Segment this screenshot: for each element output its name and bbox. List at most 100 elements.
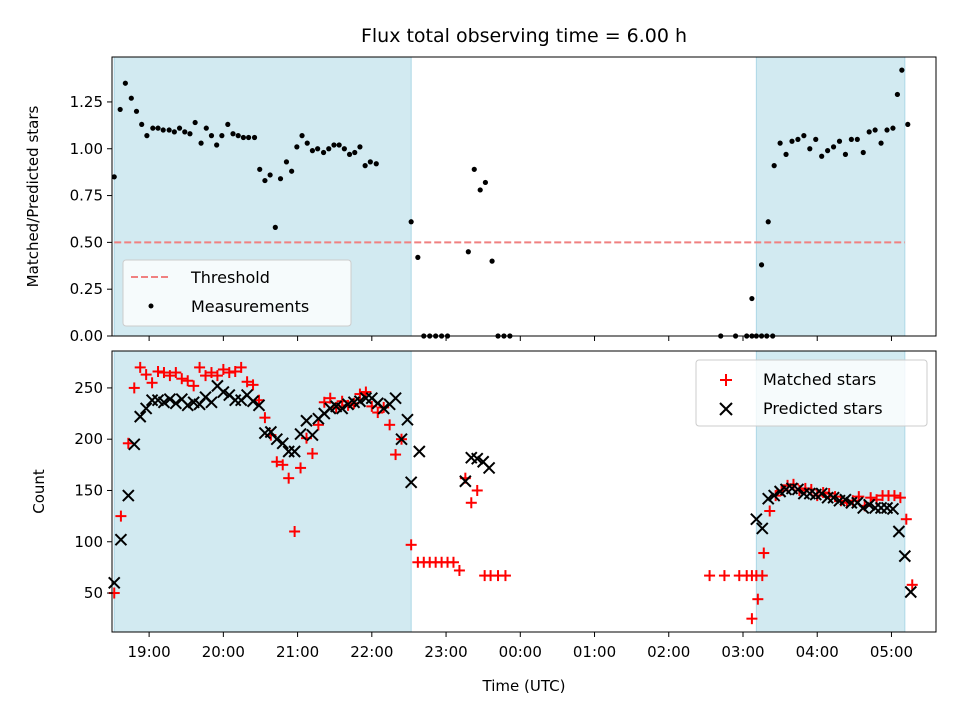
top-x-ticks xyxy=(148,336,892,341)
bottom-y-tick-label: 50 xyxy=(84,584,103,602)
measurement-point xyxy=(122,80,128,86)
matched-star-point xyxy=(223,367,235,379)
matched-star-point xyxy=(718,570,730,582)
measurement-point xyxy=(326,146,332,152)
measurement-point xyxy=(133,108,140,114)
bottom-axes-frame xyxy=(111,350,937,633)
measurement-point xyxy=(830,144,837,150)
x-tick-label: 00:00 xyxy=(499,643,542,661)
measurement-point xyxy=(208,133,215,139)
measurement-point xyxy=(415,254,421,260)
measurement-point xyxy=(783,151,789,157)
measurement-point xyxy=(117,106,123,113)
predicted-star-point xyxy=(389,391,402,405)
measurement-point xyxy=(225,121,231,128)
measurement-point xyxy=(251,134,258,141)
matched-star-point xyxy=(465,497,477,509)
measurement-point xyxy=(128,95,134,101)
shaded-region-1 xyxy=(113,350,412,633)
predicted-star-point xyxy=(157,396,171,409)
matched-star-point xyxy=(746,613,758,625)
chart-title: Flux total observing time = 6.00 h xyxy=(361,25,687,47)
legend-matched-swatch xyxy=(720,374,732,386)
measurement-point xyxy=(825,148,831,154)
measurement-point xyxy=(341,146,347,152)
predicted-star-point xyxy=(335,402,349,415)
predicted-stars-points xyxy=(108,379,917,599)
x-tick-label: 23:00 xyxy=(424,643,467,661)
top-y-tick-label: 0.25 xyxy=(70,280,103,298)
matched-star-point xyxy=(295,462,307,474)
predicted-star-point xyxy=(300,414,313,427)
matched-star-point xyxy=(758,547,770,559)
predicted-star-point xyxy=(128,438,141,451)
predicted-star-point xyxy=(276,437,289,450)
measurement-point xyxy=(894,91,900,98)
matched-star-point xyxy=(318,396,330,408)
matched-star-point xyxy=(140,369,152,381)
measurement-point xyxy=(144,133,150,139)
predicted-star-point xyxy=(217,385,230,399)
matched-star-point xyxy=(170,367,182,379)
x-tick-label: 04:00 xyxy=(796,643,839,661)
matched-star-point xyxy=(865,492,877,504)
measurement-point xyxy=(150,125,156,131)
measurement-point xyxy=(408,219,414,225)
measurement-point xyxy=(884,127,890,133)
measurement-point xyxy=(362,163,368,169)
matched-star-point xyxy=(447,556,459,568)
measurement-point xyxy=(272,224,278,230)
matched-star-point xyxy=(360,386,372,398)
predicted-star-point xyxy=(756,522,769,535)
top-legend: Threshold Measurements xyxy=(122,259,352,327)
measurement-point xyxy=(203,125,209,131)
matched-star-point xyxy=(176,373,188,385)
predicted-star-point xyxy=(482,461,496,475)
predicted-star-point xyxy=(459,475,472,488)
predicted-star-point xyxy=(762,492,775,505)
predicted-star-point xyxy=(246,395,260,408)
shaded-region-2 xyxy=(755,56,906,337)
top-legend-box xyxy=(122,259,352,327)
measurement-point xyxy=(219,133,225,139)
predicted-star-point xyxy=(252,399,266,412)
predicted-star-point xyxy=(904,585,917,599)
measurement-point xyxy=(283,159,290,165)
matched-star-point xyxy=(200,370,212,382)
measurement-point xyxy=(813,136,819,142)
matched-star-point xyxy=(390,449,402,461)
measurement-point xyxy=(905,121,911,128)
matched-star-point xyxy=(182,375,194,387)
matched-star-point xyxy=(134,361,146,373)
predicted-star-point xyxy=(181,399,194,412)
measurement-point xyxy=(801,133,807,139)
top-axes-frame xyxy=(111,56,937,337)
legend-predicted-swatch xyxy=(719,402,733,416)
bottom-y-tick-label: 200 xyxy=(74,430,103,448)
measurement-point xyxy=(899,67,905,73)
x-tick-label: 03:00 xyxy=(721,643,764,661)
predicted-star-point xyxy=(839,493,852,506)
measurement-point xyxy=(878,140,884,146)
legend-threshold-label: Threshold xyxy=(190,268,270,287)
measurement-point xyxy=(176,125,183,131)
matched-star-point xyxy=(756,570,768,582)
bottom-y-ticks: 50 100 150 200 250 xyxy=(74,379,112,602)
x-tick-label: 05:00 xyxy=(870,643,913,661)
legend-matched-label: Matched stars xyxy=(763,370,876,389)
matched-star-point xyxy=(259,412,271,424)
measurement-point xyxy=(262,177,268,184)
matched-star-point xyxy=(894,492,906,504)
matched-star-point xyxy=(152,366,164,378)
bottom-legend: Matched stars Predicted stars xyxy=(695,359,928,427)
legend-measurements-swatch xyxy=(148,303,154,309)
measurement-point xyxy=(139,121,145,128)
bottom-y-axis-label: Count xyxy=(30,469,48,514)
top-y-axis-label: Matched/Predicted stars xyxy=(24,106,42,288)
measurement-point xyxy=(315,146,321,152)
measurement-point xyxy=(465,249,471,255)
matched-star-point xyxy=(271,456,283,468)
predicted-star-point xyxy=(898,549,912,563)
matched-star-point xyxy=(499,570,511,582)
